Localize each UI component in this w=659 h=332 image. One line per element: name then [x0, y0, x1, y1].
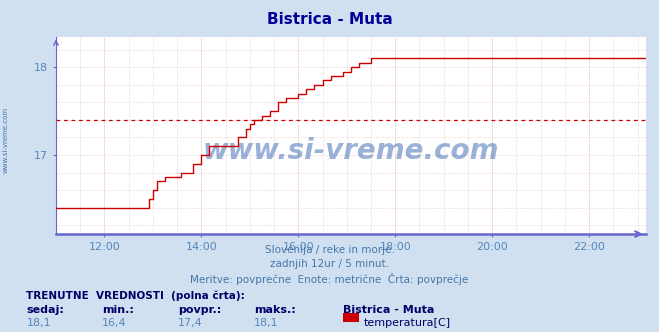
Text: temperatura[C]: temperatura[C]: [364, 318, 451, 328]
Text: Bistrica - Muta: Bistrica - Muta: [343, 305, 434, 315]
Text: 16,4: 16,4: [102, 318, 127, 328]
Text: www.si-vreme.com: www.si-vreme.com: [203, 137, 499, 165]
Text: Meritve: povprečne  Enote: metrične  Črta: povprečje: Meritve: povprečne Enote: metrične Črta:…: [190, 273, 469, 285]
Text: maks.:: maks.:: [254, 305, 295, 315]
Text: min.:: min.:: [102, 305, 134, 315]
Text: 18,1: 18,1: [26, 318, 51, 328]
Text: Bistrica - Muta: Bistrica - Muta: [267, 12, 392, 27]
Text: zadnjih 12ur / 5 minut.: zadnjih 12ur / 5 minut.: [270, 259, 389, 269]
Text: www.si-vreme.com: www.si-vreme.com: [2, 106, 9, 173]
Text: 18,1: 18,1: [254, 318, 278, 328]
Text: povpr.:: povpr.:: [178, 305, 221, 315]
Text: sedaj:: sedaj:: [26, 305, 64, 315]
Text: Slovenija / reke in morje.: Slovenija / reke in morje.: [264, 245, 395, 255]
Text: 17,4: 17,4: [178, 318, 203, 328]
Text: TRENUTNE  VREDNOSTI  (polna črta):: TRENUTNE VREDNOSTI (polna črta):: [26, 290, 245, 301]
